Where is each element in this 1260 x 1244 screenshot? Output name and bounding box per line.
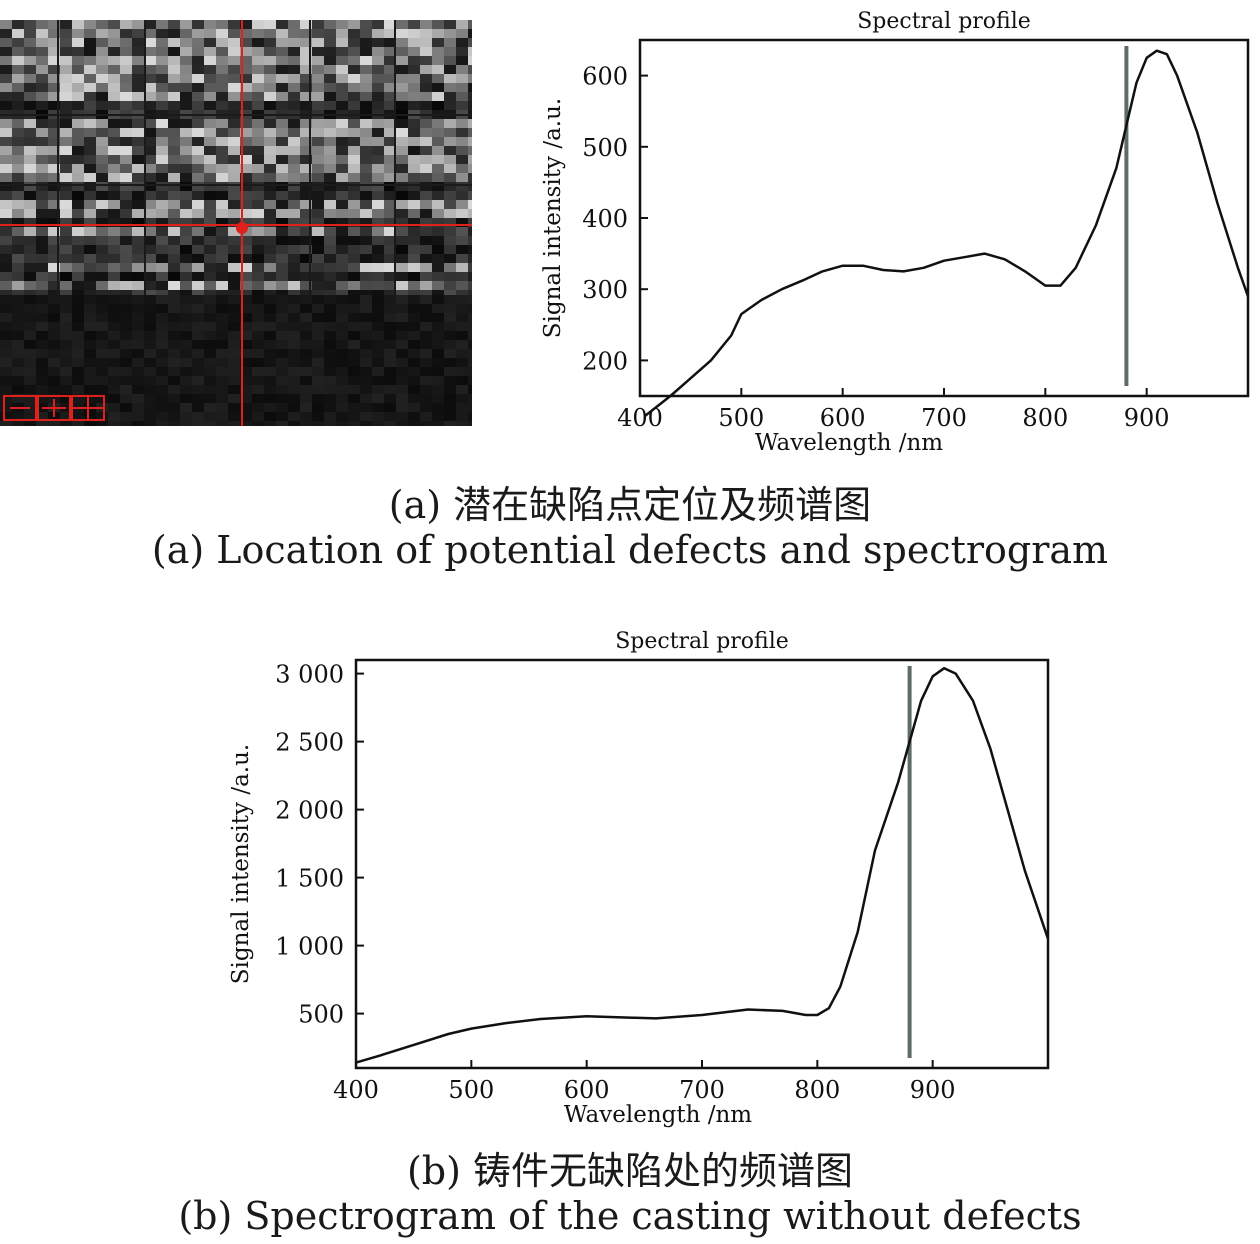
series-line-0 — [355, 666, 1050, 1064]
series-line-0 — [644, 49, 1250, 417]
x-axis-label: Wavelength /nm — [755, 430, 943, 456]
zoom-control-icon — [3, 395, 105, 421]
x-tick-label: 500 — [448, 1076, 494, 1104]
spectral-profile-chart-a: Spectral profile 400 500 600 700 800 900 200 300… — [540, 9, 1250, 456]
grid-lines — [0, 20, 472, 295]
x-tick-label: 700 — [679, 1076, 725, 1104]
chart-title: Spectral profile — [857, 9, 1031, 34]
x-tick-label: 600 — [564, 1076, 610, 1104]
spectral-profile-chart-b: Spectral profile 400 500 600 700 800 900 500 1 0… — [228, 629, 1050, 1128]
chart-title: Spectral profile — [615, 629, 789, 654]
y-tick-label: 2 500 — [275, 729, 344, 757]
x-tick-label: 600 — [820, 404, 866, 432]
y-tick-label: 400 — [582, 205, 628, 233]
y-tick-label: 500 — [298, 1001, 344, 1029]
x-tick-label: 800 — [1022, 404, 1068, 432]
x-axis-label: Wavelength /nm — [564, 1102, 752, 1128]
figure-b-caption-cn: (b) 铸件无缺陷处的频谱图 — [406, 1149, 854, 1193]
figure-a-caption-cn: (a) 潜在缺陷点定位及频谱图 — [388, 483, 872, 527]
y-axis-label: Signal intensity /a.u. — [228, 744, 254, 984]
y-tick-label: 300 — [582, 276, 628, 304]
y-tick-label: 200 — [582, 347, 628, 375]
y-tick-label: 3 000 — [275, 661, 344, 689]
x-tick-label: 900 — [910, 1076, 956, 1104]
y-tick-label: 1 000 — [275, 933, 344, 961]
y-tick-label: 500 — [582, 134, 628, 162]
y-tick-label: 2 000 — [275, 797, 344, 825]
plot-frame — [638, 38, 1250, 398]
x-tick-label: 400 — [333, 1076, 379, 1104]
hyperspectral-crosshair-image — [0, 20, 472, 426]
crosshair-icon — [0, 20, 472, 426]
x-tick-label: 500 — [718, 404, 764, 432]
plot-frame — [354, 658, 1050, 1070]
y-tick-label: 1 500 — [275, 865, 344, 893]
hyperspectral-pixel-grid — [0, 20, 472, 426]
figure-a-caption-en: (a) Location of potential defects and sp… — [151, 528, 1109, 572]
y-tick-label: 600 — [582, 63, 628, 91]
y-axis-label: Signal intensity /a.u. — [540, 98, 566, 338]
x-tick-label: 900 — [1124, 404, 1170, 432]
x-tick-label: 800 — [794, 1076, 840, 1104]
x-tick-label: 700 — [921, 404, 967, 432]
figure-b-caption-en: (b) Spectrogram of the casting without d… — [178, 1194, 1082, 1238]
